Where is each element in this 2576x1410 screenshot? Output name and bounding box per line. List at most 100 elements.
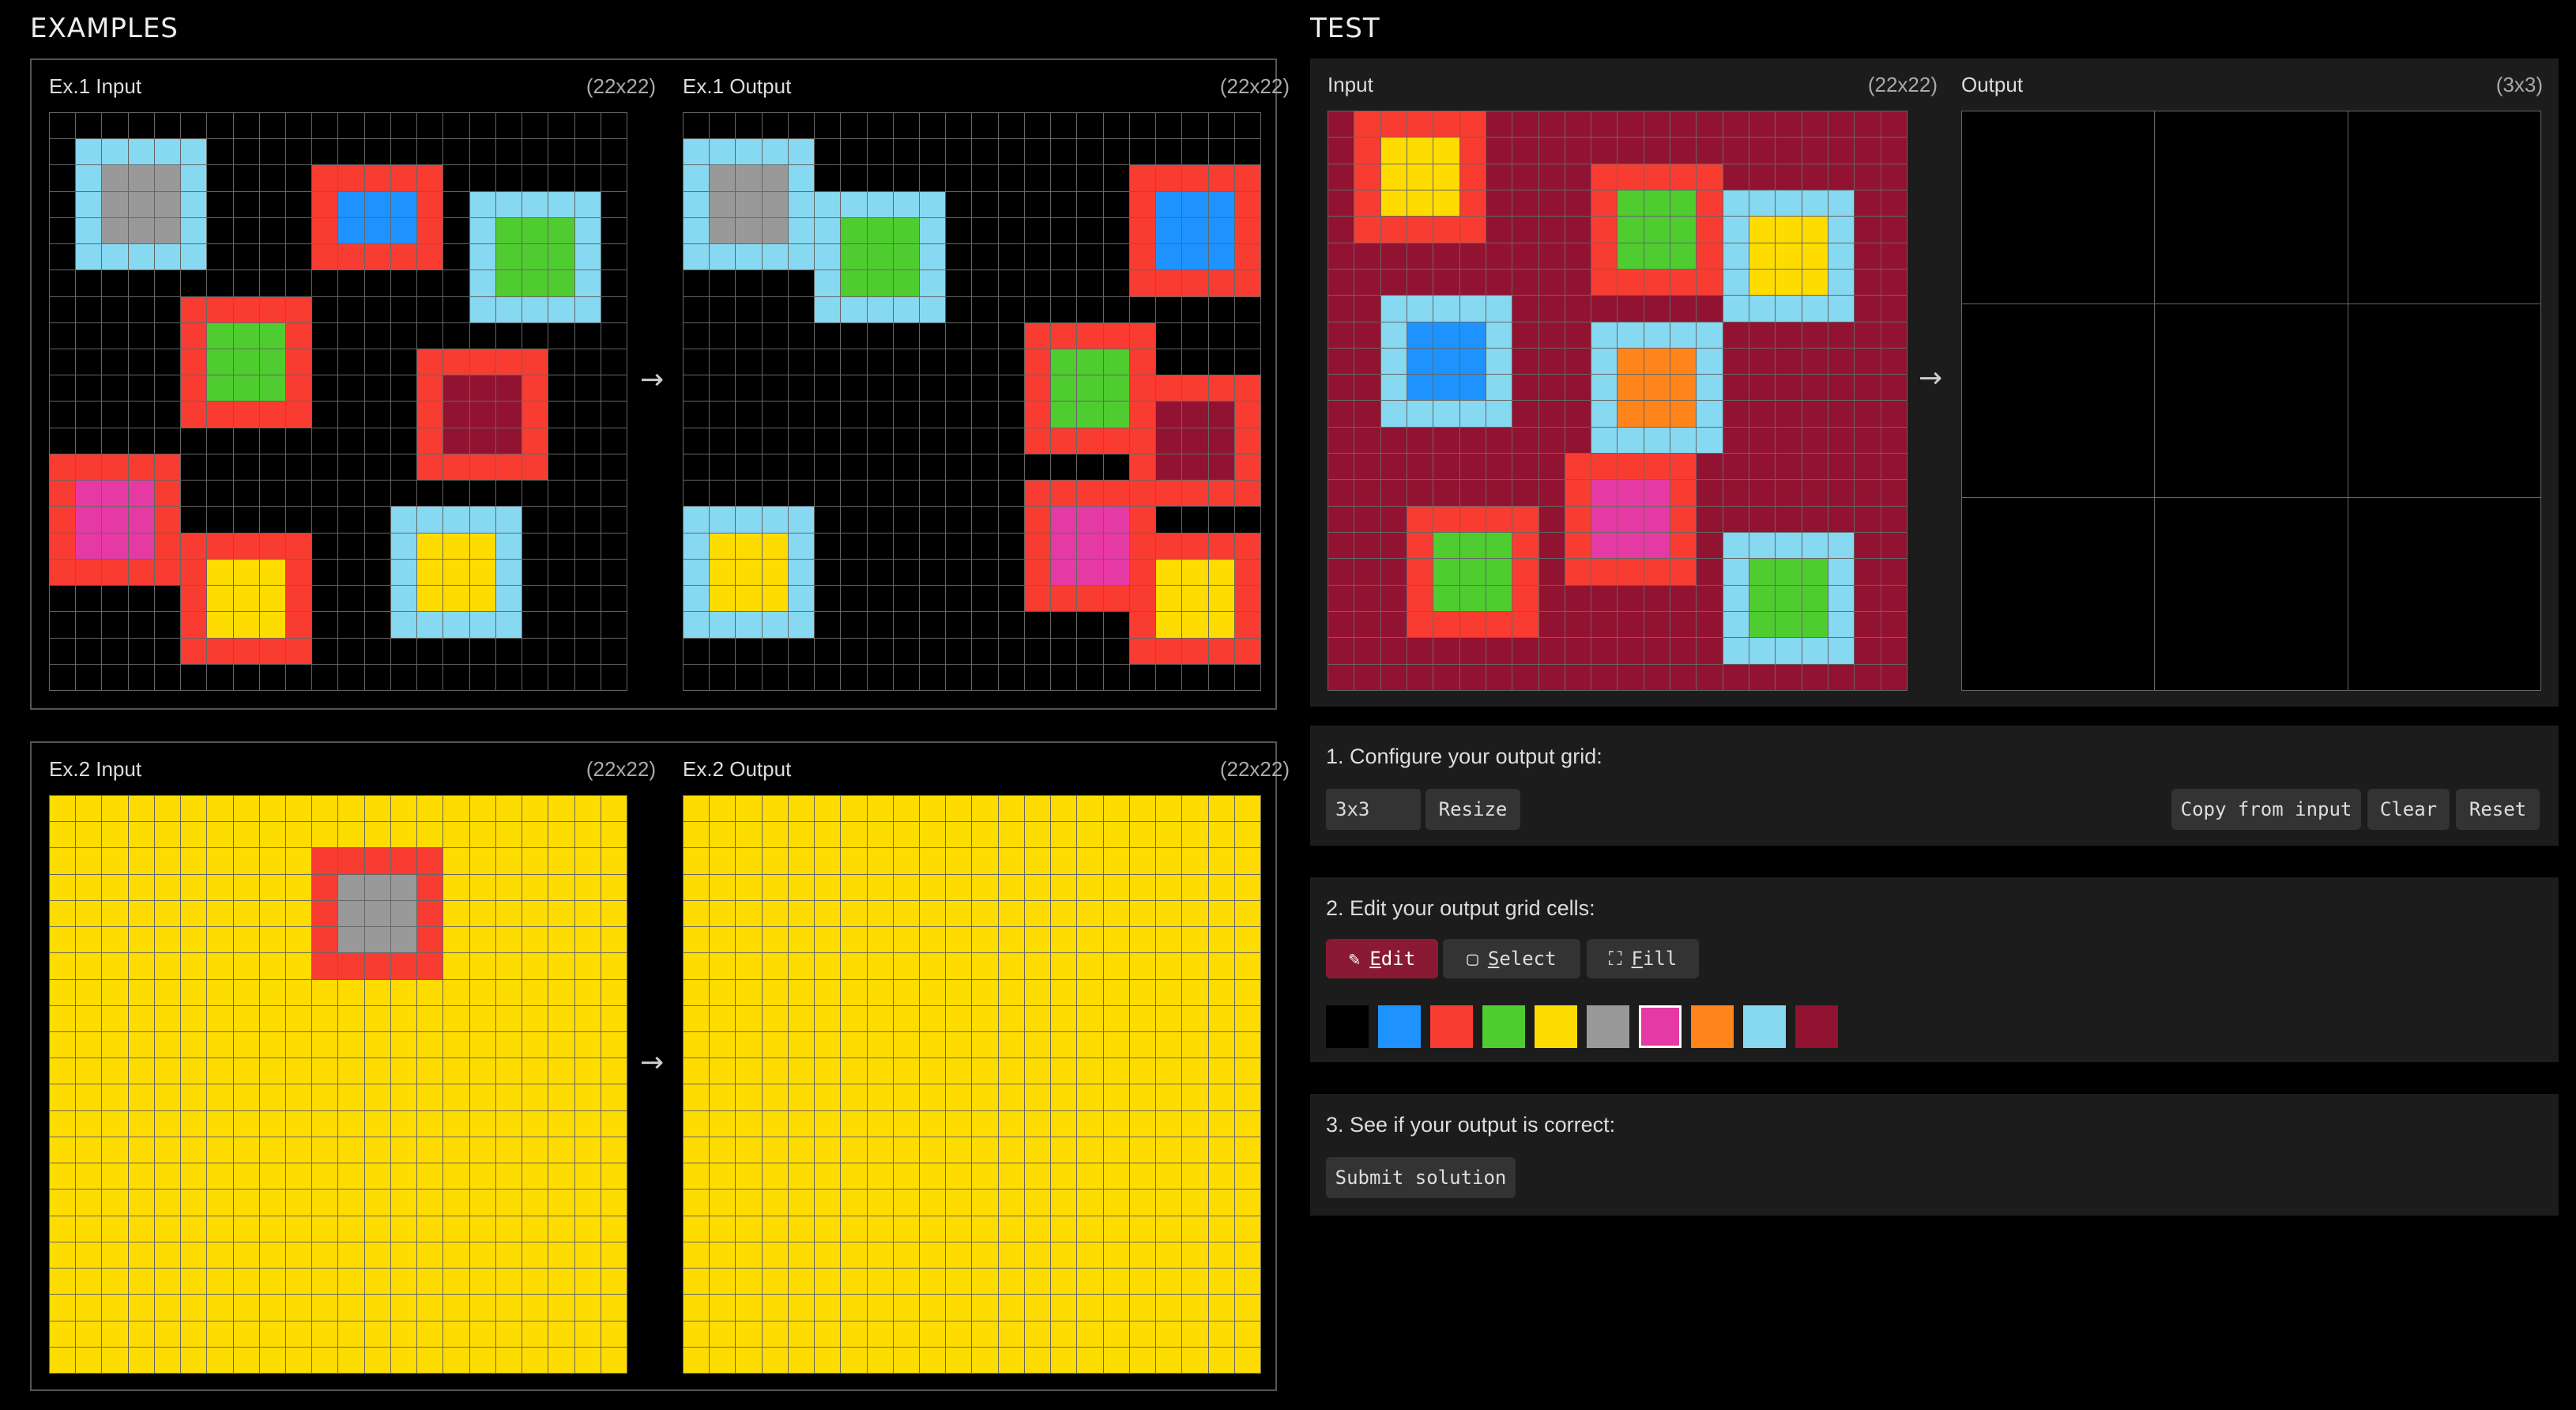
grid-cell (1459, 164, 1486, 190)
grid-cell (102, 1295, 128, 1321)
color-swatch[interactable] (1430, 1005, 1473, 1048)
color-swatch[interactable] (1743, 1005, 1786, 1048)
grid-cell (893, 1216, 920, 1242)
grid-cell[interactable] (1962, 497, 2155, 690)
grid-cell (1103, 1216, 1129, 1242)
grid-cell (946, 322, 972, 349)
grid-cell (338, 139, 364, 165)
grid-cell (1156, 1084, 1182, 1110)
submit-solution-button[interactable]: Submit solution (1326, 1157, 1516, 1198)
grid-cell (972, 296, 998, 322)
grid-cell (286, 375, 312, 402)
grid-cell (154, 1242, 181, 1269)
grid-cell (1051, 1110, 1077, 1137)
grid-cell (1129, 402, 1156, 428)
grid-cell (259, 217, 286, 244)
clear-button[interactable]: Clear (2367, 789, 2450, 830)
resize-button[interactable]: Resize (1425, 789, 1520, 830)
color-swatch[interactable] (1587, 1005, 1629, 1048)
grid-cell (181, 979, 207, 1005)
edit-tool-button[interactable]: ✎ Edit (1326, 939, 1438, 978)
select-tool-button[interactable]: ▢ Select (1443, 939, 1580, 978)
grid-cell[interactable] (2348, 111, 2540, 304)
grid-cell (1234, 296, 1260, 322)
color-swatch[interactable] (1691, 1005, 1734, 1048)
grid-cell (390, 481, 417, 507)
example-2-input-grid (49, 795, 627, 1374)
grid-cell (1855, 427, 1881, 454)
grid-cell (998, 296, 1024, 322)
grid-cell (1697, 427, 1723, 454)
grid-cell (1208, 481, 1234, 507)
grid-cell (1077, 507, 1103, 533)
example-2-input-label: Ex.2 Input (49, 757, 142, 781)
grid-cell (1354, 612, 1380, 638)
grid-cell (684, 322, 710, 349)
grid-cell (920, 1321, 946, 1347)
grid-cell[interactable] (2155, 111, 2348, 304)
grid-cell (417, 979, 443, 1005)
grid-cell[interactable] (2348, 304, 2540, 497)
grid-cell (574, 638, 601, 664)
grid-cell (972, 796, 998, 822)
grid-cell (1234, 1137, 1260, 1163)
grid-cell (867, 586, 893, 612)
grid-cell (1380, 506, 1407, 533)
grid-cell (286, 322, 312, 349)
grid-cell (1828, 612, 1855, 638)
color-swatch[interactable] (1639, 1005, 1682, 1048)
grid-cell (1855, 375, 1881, 401)
grid-cell (1077, 822, 1103, 848)
grid-cell (762, 927, 788, 953)
grid-cell (1644, 217, 1670, 243)
grid-cell (390, 1058, 417, 1084)
color-swatch[interactable] (1378, 1005, 1421, 1048)
grid-cell (684, 664, 710, 690)
grid-cell (1024, 953, 1051, 979)
grid-cell (154, 270, 181, 296)
grid-cell (972, 1347, 998, 1373)
grid-cell (233, 822, 259, 848)
test-output-grid[interactable] (1961, 111, 2541, 691)
grid-cell (207, 664, 233, 690)
grid-size-input[interactable]: 3x3 (1326, 789, 1421, 830)
grid-cell[interactable] (2155, 304, 2348, 497)
grid-cell (601, 481, 627, 507)
grid-cell (1618, 269, 1644, 296)
reset-button[interactable]: Reset (2456, 789, 2540, 830)
grid-cell (128, 165, 154, 191)
grid-cell (495, 848, 522, 874)
grid-cell (154, 113, 181, 139)
grid-cell (1129, 638, 1156, 664)
grid-cell (1749, 533, 1776, 559)
grid-cell (1565, 269, 1591, 296)
grid-cell (259, 1321, 286, 1347)
grid-cell[interactable] (1962, 304, 2155, 497)
grid-cell (312, 1242, 338, 1269)
fill-tool-button[interactable]: ⛶ Fill (1587, 939, 1699, 978)
grid-cell[interactable] (1962, 111, 2155, 304)
grid-cell (946, 139, 972, 165)
copy-from-input-button[interactable]: Copy from input (2171, 789, 2361, 830)
grid-cell (128, 612, 154, 638)
grid-cell (762, 953, 788, 979)
grid-cell (128, 1163, 154, 1189)
grid-cell (1024, 533, 1051, 559)
edit-tool-hotkey: E (1369, 948, 1381, 970)
grid-cell (841, 586, 867, 612)
color-swatch[interactable] (1795, 1005, 1838, 1048)
grid-cell (1591, 585, 1618, 612)
grid-cell (338, 1005, 364, 1032)
grid-cell (1129, 349, 1156, 375)
color-swatch[interactable] (1482, 1005, 1525, 1048)
color-swatch[interactable] (1326, 1005, 1369, 1048)
grid-cell (867, 1110, 893, 1137)
grid-cell (815, 979, 841, 1005)
grid-cell (1855, 612, 1881, 638)
color-swatch[interactable] (1535, 1005, 1577, 1048)
grid-cell[interactable] (2348, 497, 2540, 690)
grid-cell (1156, 927, 1182, 953)
grid-cell (181, 402, 207, 428)
grid-cell (1380, 164, 1407, 190)
grid-cell[interactable] (2155, 497, 2348, 690)
